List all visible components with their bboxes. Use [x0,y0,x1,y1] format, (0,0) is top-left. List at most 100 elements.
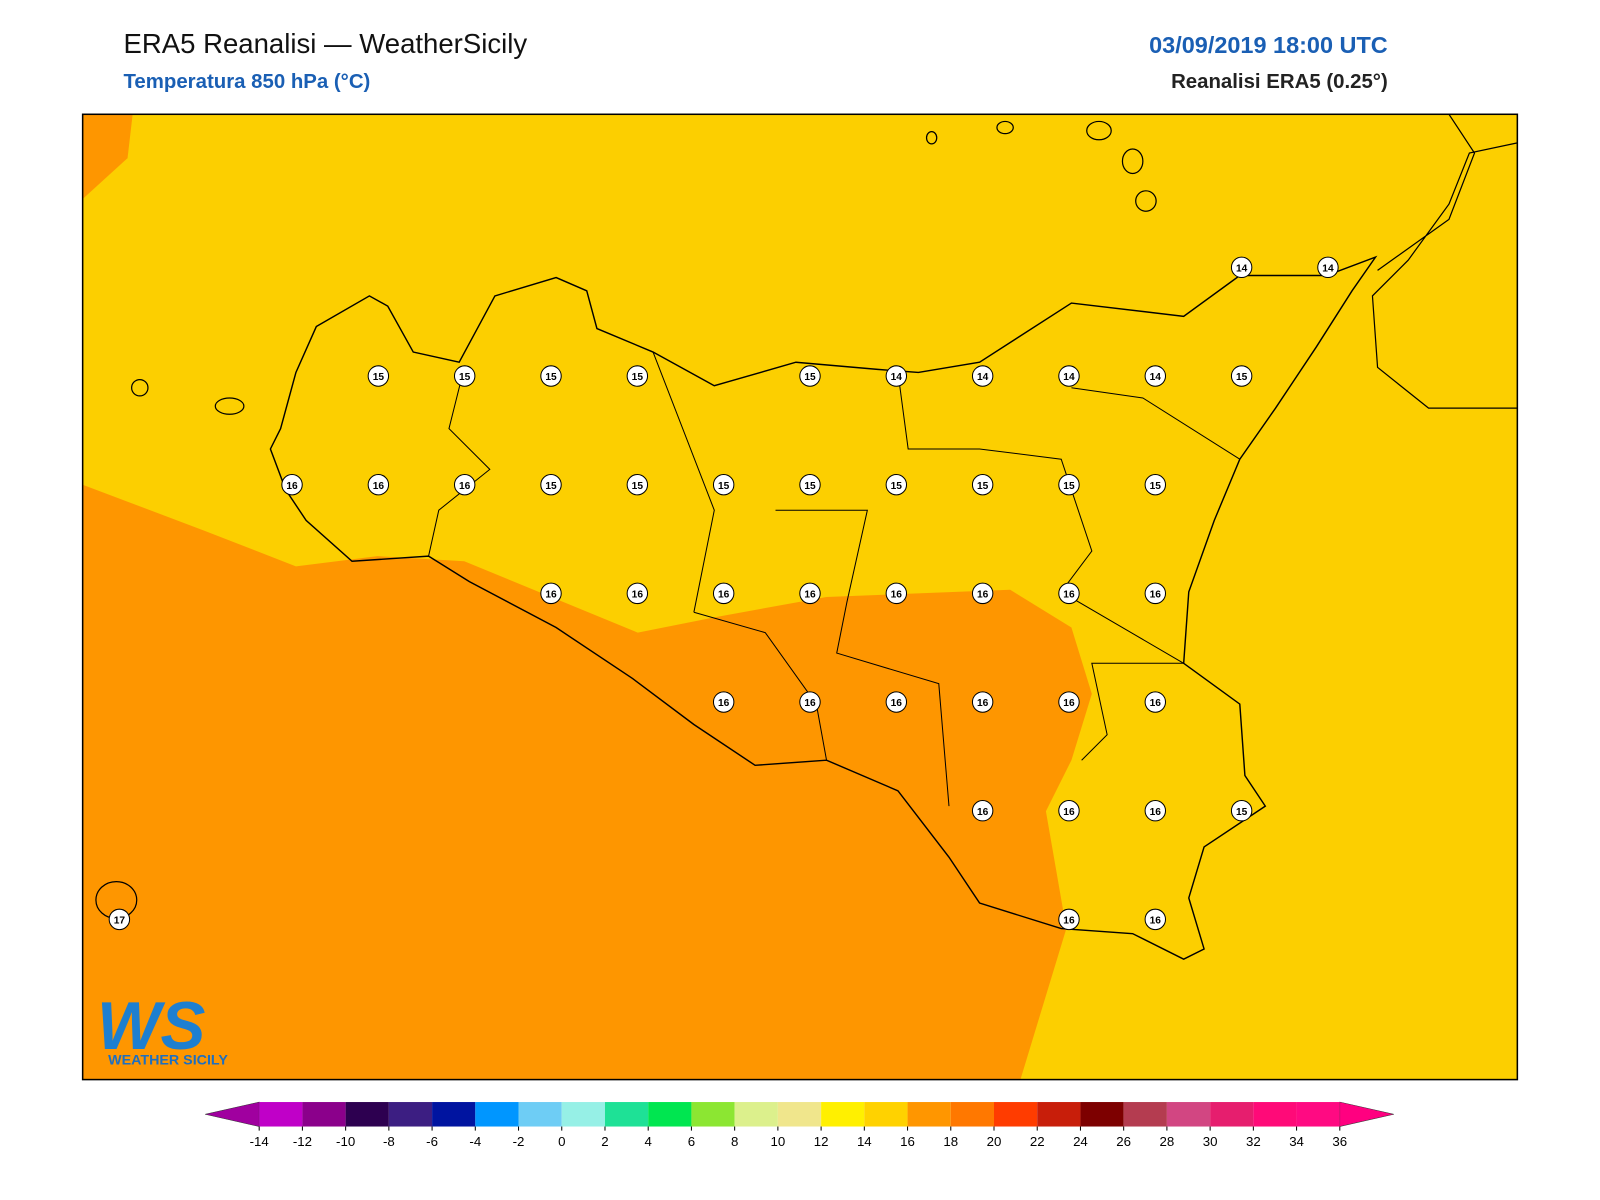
label-circle [453,473,476,496]
colorbar-tick-label: 22 [1030,1134,1045,1149]
datetime: 03/09/2019 18:00 UTC [1149,32,1388,58]
colorbar-segment [1253,1102,1297,1127]
label-circle [453,365,476,387]
colorbar-segment [648,1102,692,1127]
label-value: 15 [459,372,471,383]
colorbar-segment [518,1102,562,1127]
label-circle [1144,908,1167,931]
label-circle [626,473,649,496]
title: ERA5 Reanalisi — WeatherSicily [123,28,527,59]
label-circle [1144,365,1167,387]
colorbar-tick-label: -6 [426,1134,438,1149]
label-circle [885,582,908,605]
label-value: 16 [804,589,816,600]
label-value: 16 [977,807,989,818]
label-circle [367,365,390,387]
colorbar-tick-label: 8 [731,1134,738,1149]
label-value: 15 [632,372,644,383]
label-value: 15 [545,481,557,492]
model: Reanalisi ERA5 (0.25°) [1171,71,1388,93]
colorbar-tick-label: 28 [1160,1134,1175,1149]
label-circle [1058,800,1080,822]
colorbar-segment [1296,1102,1340,1127]
label-value: 15 [1236,807,1248,818]
label-circle [281,473,303,496]
colorbar-segment [475,1102,519,1127]
colorbar-tick-label: 34 [1289,1134,1304,1149]
label-value: 17 [114,915,126,926]
label-value: 15 [718,481,730,492]
colorbar-tick-label: 2 [601,1134,608,1149]
colorbar-segment [777,1102,822,1127]
label-circle [1058,582,1080,605]
label-value: 15 [632,481,644,492]
colorbar-tick-label: 10 [771,1134,786,1149]
label-value: 15 [1063,481,1075,492]
map-frame [81,113,1519,1081]
field-16-18 [82,114,133,199]
label-circle [799,691,821,713]
label-value: 16 [1150,915,1162,926]
coastline [269,255,1378,960]
field-16-18 [82,484,1092,1080]
colorbar-segment [994,1102,1038,1127]
colorbar-tick-label: 16 [900,1134,915,1149]
label-circle [885,473,908,496]
colorbar-segment [604,1102,649,1127]
label-circle [367,473,390,496]
label-circle [1144,473,1167,496]
logo-text: WEATHER SICILY [108,1052,228,1068]
colorbar-tick-label: -14 [250,1134,269,1149]
colorbar-tick-label: 12 [814,1134,829,1149]
label-circle [799,473,821,496]
label-value: 16 [286,481,298,492]
label-circle [540,582,562,605]
label-circle [1317,256,1339,279]
colorbar-tick-label: 24 [1073,1134,1088,1149]
colorbar-tick-label: 20 [987,1134,1002,1149]
label-value: 16 [459,481,471,492]
label-circle [1230,800,1253,822]
label-value: 14 [1322,263,1334,274]
colorbar-tick-label: 14 [857,1134,872,1149]
label-value: 15 [1236,372,1248,383]
colorbar-segment [259,1102,303,1127]
logo: WS WEATHER SICILY [97,989,228,1068]
colorbar-segment [1123,1102,1167,1127]
colorbar: -14 -12 -10 -8 -6 -4 -2 0 2 4 6 8 10 12 14 16 18 20 22 24 26… [205,1101,1394,1149]
colorbar-segment [388,1102,433,1127]
label-value: 16 [891,589,903,600]
colorbar-segment [1210,1102,1254,1127]
label-circle [971,473,994,496]
colorbar-tick-label: 6 [688,1134,695,1149]
label-value: 14 [977,372,989,383]
label-value: 16 [1063,915,1075,926]
label-circle [108,908,131,931]
label-value: 14 [891,372,903,383]
label-value: 16 [632,589,644,600]
colorbar-over [1339,1101,1394,1127]
colorbar-segment [1166,1102,1211,1127]
station-labels: 14 14 15 15 15 15 15 14 14 14 14 15 16 16 16 15 15 15 15 15… [108,256,1339,931]
colorbar-segment [821,1102,865,1127]
label-circle [1230,365,1253,387]
calabria-coast [1371,113,1518,409]
colorbar-tick-label: 26 [1116,1134,1131,1149]
label-circle [971,582,994,605]
label-value: 15 [1150,481,1162,492]
colorbar-segment [1080,1102,1124,1127]
colorbar-segment [1037,1102,1081,1127]
label-value: 16 [718,698,730,709]
label-value: 16 [1150,589,1162,600]
label-value: 15 [373,372,385,383]
label-value: 16 [1063,589,1075,600]
label-value: 15 [891,481,903,492]
label-value: 15 [804,372,816,383]
label-circle [885,691,908,713]
label-circle [1144,582,1167,605]
label-circle [971,365,994,387]
label-value: 16 [373,481,385,492]
label-circle [1230,256,1253,279]
colorbar-tick-label: 36 [1332,1134,1347,1149]
